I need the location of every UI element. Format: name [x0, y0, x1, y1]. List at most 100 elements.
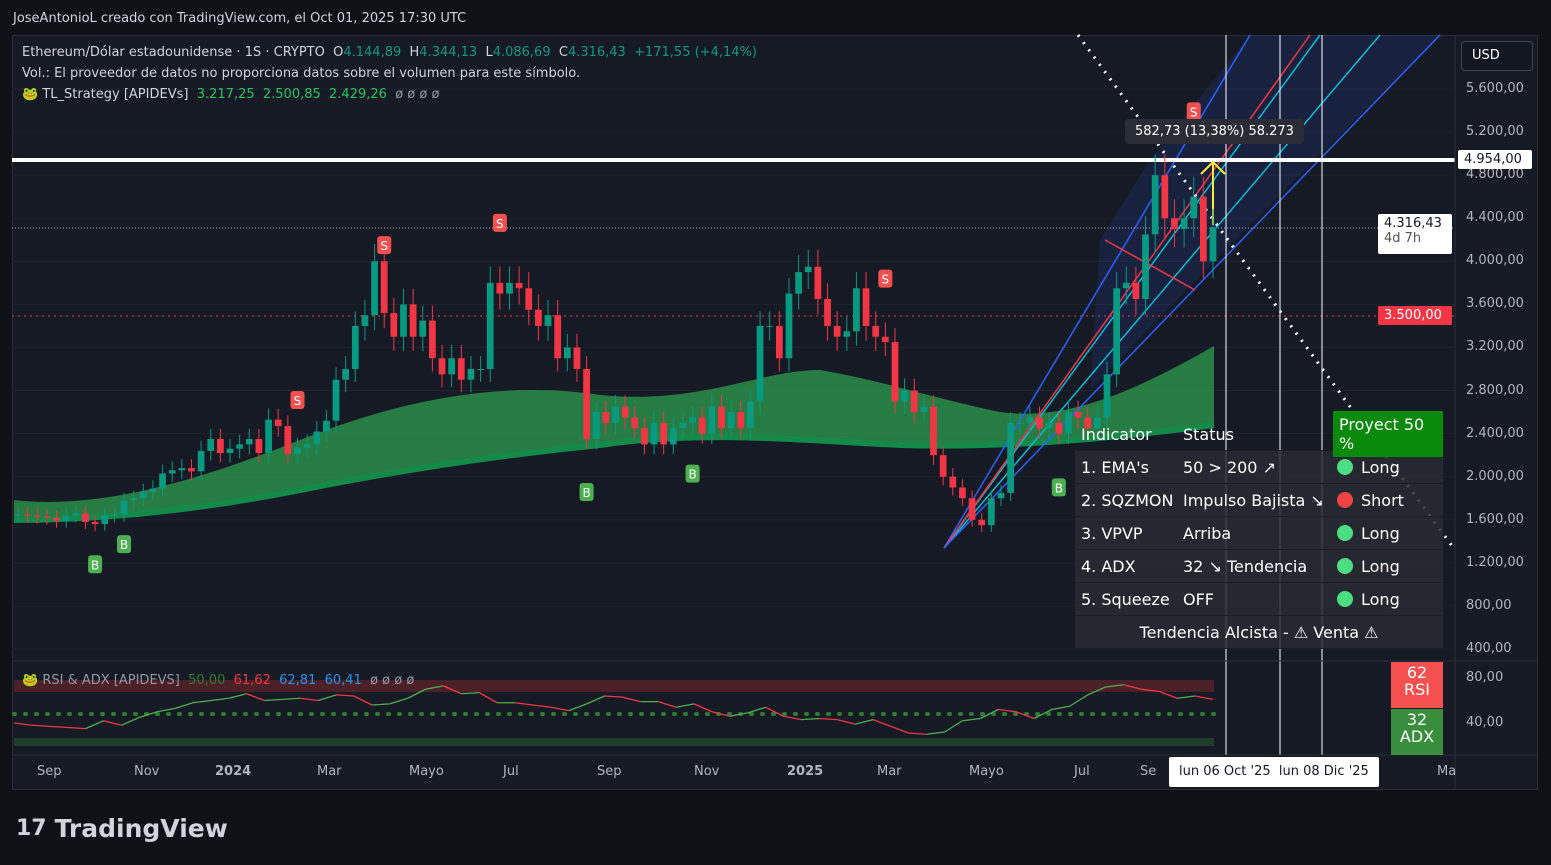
- rsi-segment: [1177, 695, 1196, 699]
- candle: [1045, 422, 1053, 429]
- candle: [1113, 288, 1121, 375]
- rsi-segment: [389, 697, 408, 705]
- rsi-segment: [85, 720, 104, 730]
- time-tick: Jul: [503, 764, 519, 779]
- candle: [814, 266, 822, 300]
- candle: [159, 473, 166, 489]
- candle: [1161, 175, 1169, 219]
- candle: [1093, 417, 1101, 429]
- strategy-legend[interactable]: 🐸 TL_Strategy [APIDEVs] 3.217,25 2.500,8…: [22, 87, 440, 102]
- candle: [978, 519, 986, 526]
- candle: [82, 513, 89, 522]
- indicator-name: 2. SQZMON: [1081, 490, 1174, 510]
- marker-label: S: [1190, 105, 1198, 119]
- candle: [698, 417, 706, 434]
- candle: [891, 342, 899, 402]
- rsi-segment: [729, 712, 748, 717]
- candle: [987, 498, 995, 526]
- rsi-segment: [353, 695, 373, 706]
- price-tick: 4.000,00: [1466, 253, 1524, 269]
- rsi-segment: [676, 703, 695, 708]
- currency-button[interactable]: USD: [1461, 41, 1533, 71]
- indicator-name: 4. ADX: [1081, 556, 1136, 576]
- candle: [1065, 412, 1072, 434]
- symbol-name: Ethereum/Dólar estadounidense · 1S · CRY…: [22, 45, 325, 60]
- change-value: +171,55 (+4,14%): [634, 45, 757, 60]
- candle: [274, 419, 282, 427]
- bar-countdown: 4d 7h: [1384, 231, 1422, 246]
- candle: [766, 325, 774, 327]
- ema-200-line: [13, 422, 1215, 523]
- candle: [313, 431, 321, 445]
- rsi-segment: [962, 717, 981, 722]
- candle: [930, 406, 937, 456]
- rsi-segment: [478, 692, 498, 704]
- candle: [997, 492, 1005, 499]
- marker-label: B: [1055, 481, 1063, 495]
- candle: [718, 406, 725, 429]
- rsi-tick: 80,00: [1466, 670, 1504, 685]
- rsi-oversold-band: [14, 738, 1214, 746]
- low-value: 4.086,69: [492, 45, 551, 60]
- candle: [621, 406, 629, 418]
- candle: [824, 299, 831, 326]
- rsi-segment: [586, 695, 605, 705]
- rsi-segment: [693, 703, 713, 713]
- rsi-segment: [837, 718, 856, 725]
- candle: [747, 401, 754, 429]
- rsi-segment: [944, 720, 963, 733]
- marker-label: B: [688, 468, 696, 482]
- last-price-label: 4.316,43 4d 7h: [1378, 214, 1452, 254]
- candle: [920, 406, 928, 413]
- candle: [53, 517, 60, 521]
- candle: [130, 498, 138, 501]
- buy-marker: [579, 482, 594, 501]
- marker-label: S: [294, 394, 302, 408]
- rsi-segment: [998, 708, 1017, 713]
- rsi-segment: [568, 703, 587, 712]
- candle: [448, 358, 456, 375]
- marker-label: B: [120, 538, 128, 552]
- time-tick: Mar: [317, 764, 342, 779]
- rsi-segment: [31, 724, 50, 728]
- candle: [795, 272, 802, 294]
- candle: [438, 358, 446, 375]
- price-tick: 400,00: [1466, 641, 1512, 657]
- candle: [1132, 282, 1140, 300]
- candle: [419, 320, 427, 337]
- rsi-segment: [67, 726, 86, 730]
- signal-dot-icon: [1337, 591, 1353, 607]
- rsi-segment: [300, 697, 319, 702]
- candle: [949, 476, 957, 488]
- tradingview-logo[interactable]: 𝟭𝟳 TradingView: [16, 814, 228, 843]
- candle: [149, 488, 157, 492]
- open-value: 4.144,89: [343, 45, 402, 60]
- rsi-segment: [819, 717, 838, 721]
- signal-dot-icon: [1337, 558, 1353, 574]
- candle: [843, 331, 851, 337]
- high-value: 4.344,13: [419, 45, 478, 60]
- candle: [303, 444, 311, 448]
- candle: [756, 325, 764, 402]
- rsi-tick: 40,00: [1466, 715, 1504, 730]
- candle: [506, 282, 513, 294]
- candle: [139, 491, 147, 499]
- time-tick: Se: [1140, 764, 1157, 779]
- candle: [1122, 282, 1130, 289]
- candle: [669, 428, 677, 445]
- candle: [1151, 175, 1159, 235]
- rsi-segment: [854, 718, 874, 725]
- candle: [351, 325, 359, 370]
- rsi-segment: [1194, 695, 1214, 701]
- rsi-legend[interactable]: 🐸 RSI & ADX [APIDEVS] 50,00 61,62 62,81 …: [22, 673, 415, 688]
- candle: [477, 369, 484, 371]
- indicator-name: 3. VPVP: [1081, 523, 1143, 543]
- candle: [390, 313, 398, 337]
- symbol-legend[interactable]: Ethereum/Dólar estadounidense · 1S · CRY…: [22, 45, 757, 60]
- price-tick: 2.000,00: [1466, 468, 1524, 484]
- candle: [245, 439, 253, 445]
- candle: [33, 515, 41, 517]
- candle: [939, 455, 947, 477]
- candle: [62, 515, 70, 521]
